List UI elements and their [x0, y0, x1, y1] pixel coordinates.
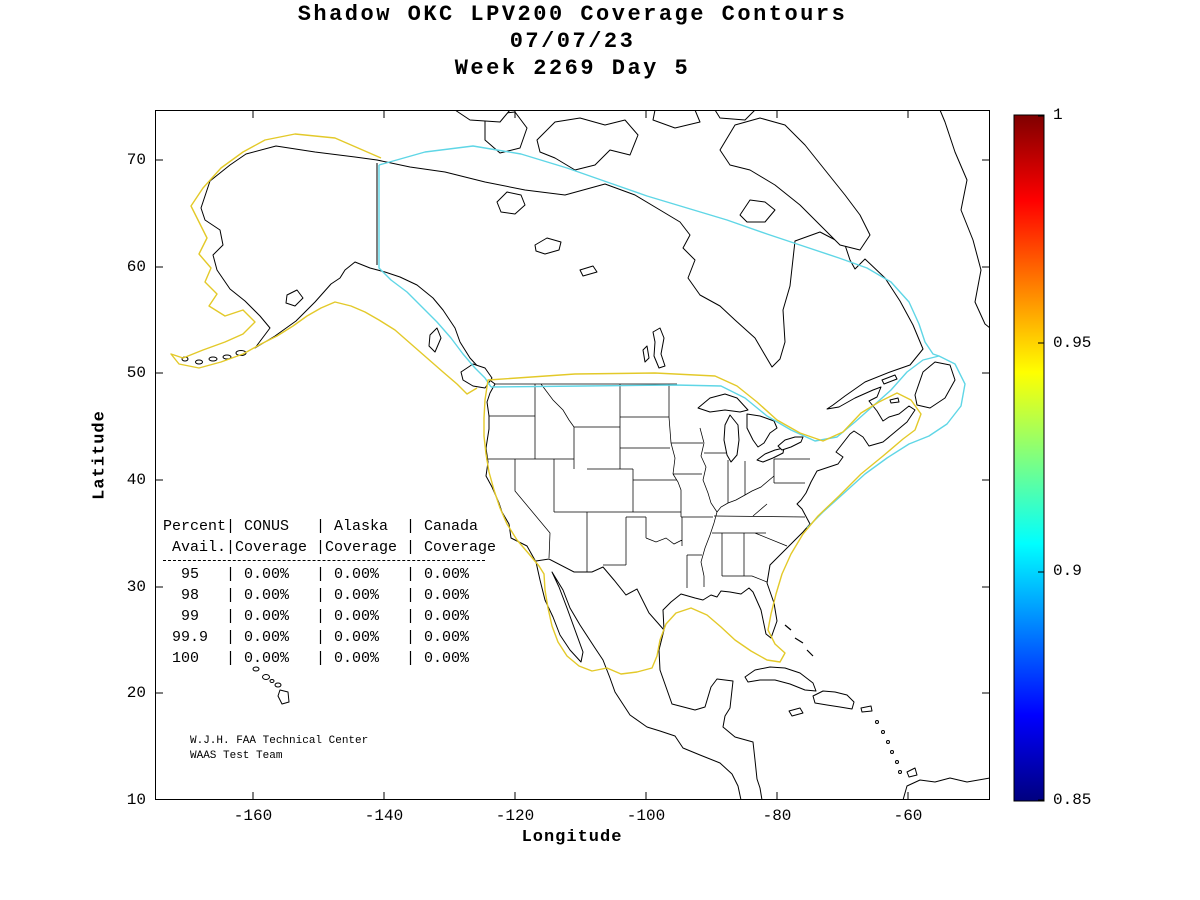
x-tick-label: -80	[762, 807, 792, 825]
y-tick-label: 40	[126, 471, 146, 489]
contour-090-west	[378, 165, 492, 388]
x-tick-label: -120	[495, 807, 535, 825]
attribution-line1: W.J.H. FAA Technical Center	[190, 735, 369, 747]
attribution: W.J.H. FAA Technical Center WAAS Test Te…	[190, 734, 368, 764]
x-tick-label: -100	[626, 807, 666, 825]
x-tick-label: -140	[364, 807, 404, 825]
coverage-table-row: 98 | 0.00% | 0.00% | 0.00%	[163, 587, 470, 604]
y-tick-label: 60	[126, 258, 146, 276]
x-axis-label: Longitude	[521, 828, 623, 847]
state-borders	[486, 383, 810, 588]
title-week-day: Week 2269 Day 5	[454, 56, 691, 81]
y-tick-label: 50	[126, 364, 146, 382]
x-tick-label: -160	[233, 807, 273, 825]
coverage-table: Percent| CONUS | Alaska | Canada Avail.|…	[163, 516, 496, 669]
plot-border	[155, 110, 990, 800]
colorbar-ticks	[1038, 115, 1044, 801]
contour-090-south-east	[490, 355, 966, 529]
contour-090-arctic	[378, 145, 940, 357]
contour-090	[378, 145, 966, 529]
colorbar	[1013, 114, 1049, 802]
lakes	[496, 191, 804, 463]
coverage-table-header-row1: Percent| CONUS | Alaska | Canada	[163, 518, 479, 535]
axis-ticks	[156, 111, 989, 799]
coverage-table-row: 99.9 | 0.00% | 0.00% | 0.00%	[163, 629, 470, 646]
north-america-coastline	[200, 145, 924, 800]
coverage-table-row: 100 | 0.00% | 0.00% | 0.00%	[163, 650, 470, 667]
colorbar-tick-label: 0.95	[1053, 334, 1092, 352]
colorbar-svg	[1013, 114, 1045, 802]
colorbar-tick-label: 1	[1053, 106, 1063, 124]
coverage-table-header-row2: Avail.|Coverage |Coverage | Coverage	[163, 539, 497, 556]
contour-095	[170, 133, 922, 675]
bahamas-islands	[784, 624, 814, 657]
islands	[181, 110, 990, 800]
coverage-table-row: 95 | 0.00% | 0.00% | 0.00%	[163, 566, 470, 583]
coverage-table-row: 99 | 0.00% | 0.00% | 0.00%	[163, 608, 470, 625]
y-tick-label: 10	[126, 791, 146, 809]
contour-095-conus	[483, 372, 922, 675]
colorbar-tick-label: 0.85	[1053, 791, 1092, 809]
map-svg	[155, 110, 990, 800]
plot-area	[155, 110, 990, 800]
contour-095-alaska	[170, 133, 478, 395]
x-tick-label: -60	[893, 807, 923, 825]
attribution-line2: WAAS Test Team	[190, 750, 283, 762]
colorbar-border	[1013, 114, 1045, 802]
y-tick-label: 30	[126, 578, 146, 596]
international-borders	[376, 163, 665, 631]
title-date: 07/07/23	[509, 29, 636, 54]
coverage-table-separator	[163, 560, 485, 561]
y-tick-label: 70	[126, 151, 146, 169]
colorbar-gradient	[1014, 115, 1044, 801]
page-title: Shadow OKC LPV200 Coverage Contours	[297, 2, 848, 27]
y-tick-label: 20	[126, 684, 146, 702]
colorbar-tick-label: 0.9	[1053, 562, 1082, 580]
